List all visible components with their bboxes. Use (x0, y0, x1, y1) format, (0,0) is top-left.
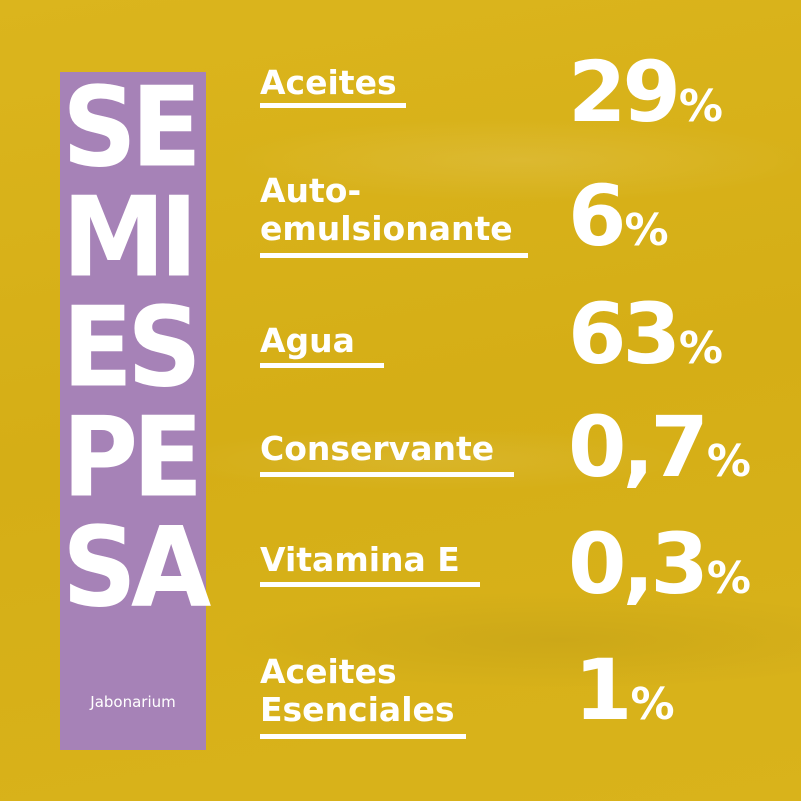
ingredient-label-conservante: Conservante (260, 429, 495, 468)
title-row-2: MI (62, 172, 198, 302)
brand-logo-text: Jabonarium (90, 693, 176, 711)
ingredient-label-autoemulsionante-line2: emulsionante (260, 209, 513, 248)
percent-aceites: 29% (568, 43, 723, 141)
title-row-4: PE (62, 392, 203, 522)
label-underline (260, 103, 406, 108)
label-underline (260, 472, 514, 477)
percent-vitamina-e: 0,3% (568, 515, 751, 613)
ingredient-label-aceites-esenciales-line1: Aceites (260, 652, 397, 691)
percent-conservante: 0,7% (568, 398, 751, 496)
label-underline (260, 253, 528, 258)
percent-autoemulsionante: 6% (568, 167, 669, 265)
vertical-title-band (60, 72, 206, 750)
ingredient-label-vitamina-e: Vitamina E (260, 540, 460, 579)
label-underline (260, 734, 466, 739)
title-row-3: ES (62, 282, 202, 412)
ingredient-label-agua: Agua (260, 321, 355, 360)
ingredient-label-aceites: Aceites (260, 63, 397, 102)
ingredient-label-aceites-esenciales-line2: Esenciales (260, 690, 455, 729)
title-row-1: SE (62, 62, 202, 192)
label-underline (260, 582, 480, 587)
label-underline (260, 363, 384, 368)
percent-agua: 63% (568, 285, 723, 383)
percent-aceites-esenciales: 1% (574, 641, 675, 739)
title-row-5: SA (62, 502, 211, 632)
ingredient-label-autoemulsionante-line1: Auto- (260, 171, 362, 210)
